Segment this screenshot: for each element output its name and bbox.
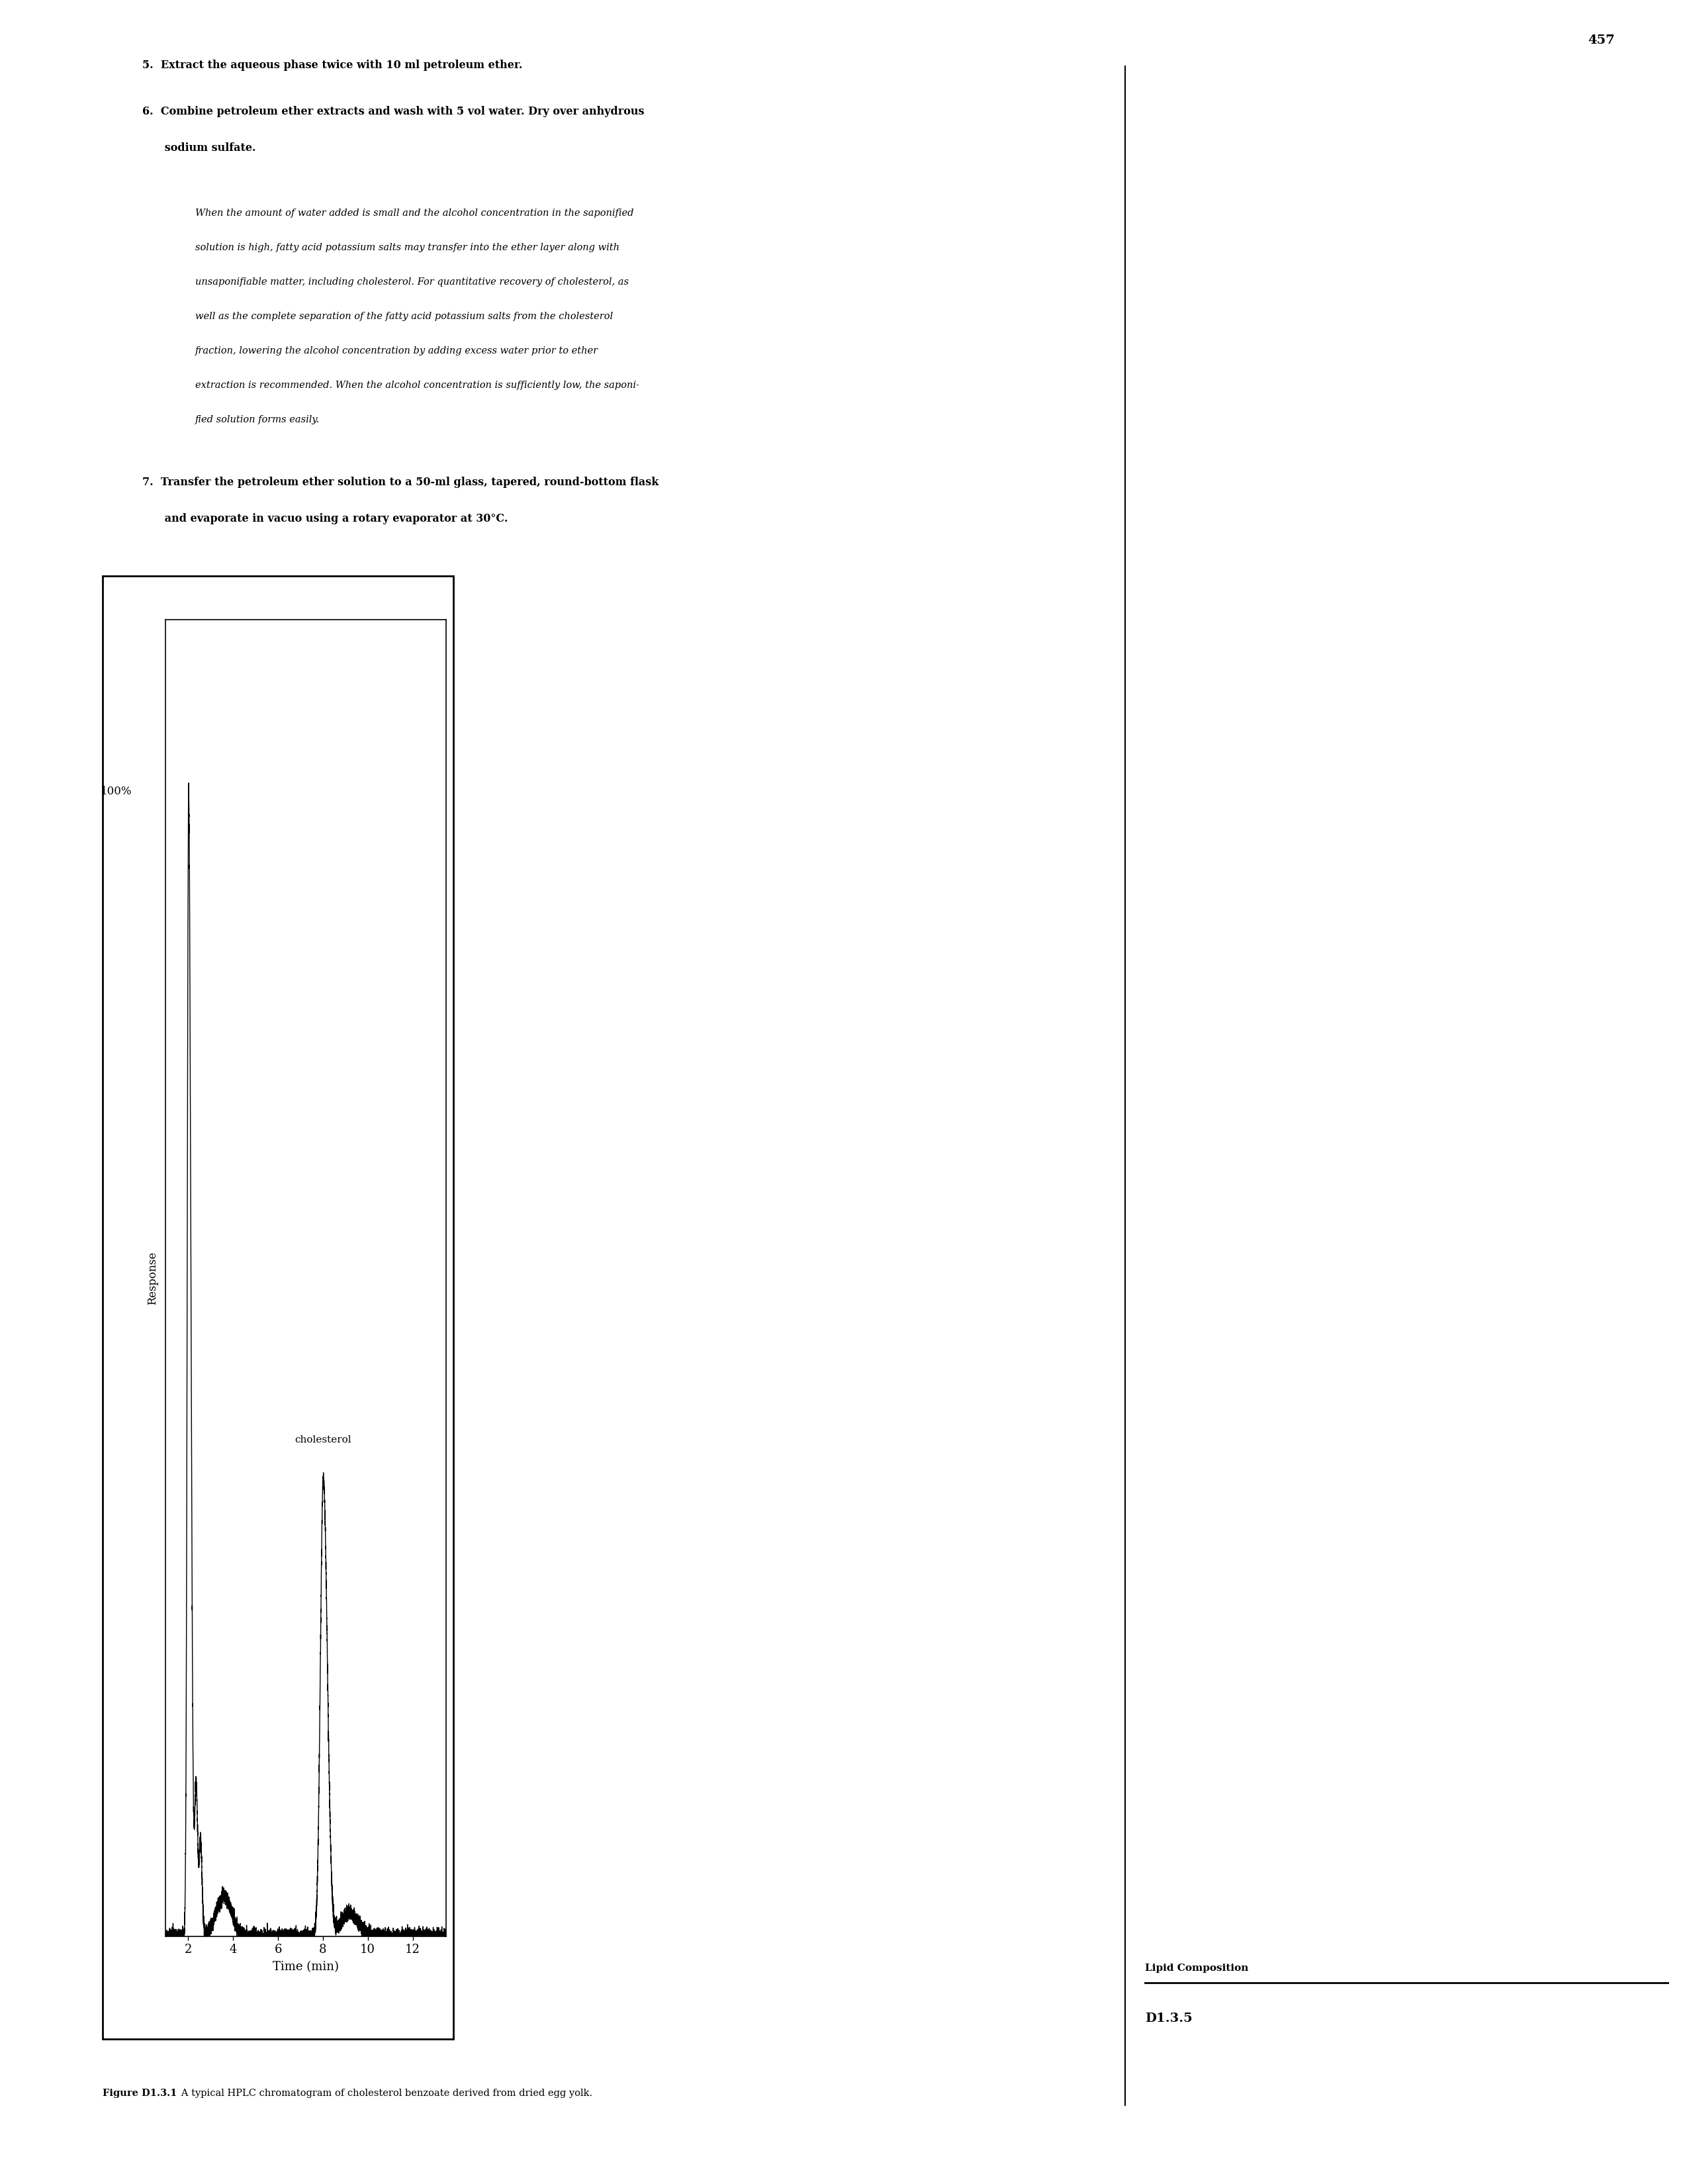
Text: 457: 457 [1588, 35, 1615, 46]
Text: Lipid Composition: Lipid Composition [1145, 1963, 1248, 1972]
Text: and evaporate in vacuo using a rotary evaporator at 30°C.: and evaporate in vacuo using a rotary ev… [142, 513, 508, 524]
Text: unsaponifiable matter, including cholesterol. For quantitative recovery of chole: unsaponifiable matter, including cholest… [196, 277, 628, 286]
Text: extraction is recommended. When the alcohol concentration is sufficiently low, t: extraction is recommended. When the alco… [196, 380, 640, 391]
Text: sodium sulfate.: sodium sulfate. [142, 142, 255, 153]
Text: cholesterol: cholesterol [294, 1435, 351, 1444]
Text: 5.  Extract the aqueous phase twice with 10 ml petroleum ether.: 5. Extract the aqueous phase twice with … [142, 59, 522, 70]
X-axis label: Time (min): Time (min) [274, 1961, 339, 1972]
Text: solution is high, fatty acid potassium salts may transfer into the ether layer a: solution is high, fatty acid potassium s… [196, 242, 620, 251]
Y-axis label: Response: Response [147, 1251, 159, 1304]
Text: When the amount of water added is small and the alcohol concentration in the sap: When the amount of water added is small … [196, 207, 633, 218]
Text: 6.  Combine petroleum ether extracts and wash with 5 vol water. Dry over anhydro: 6. Combine petroleum ether extracts and … [142, 105, 644, 118]
Text: Figure D1.3.1: Figure D1.3.1 [103, 2088, 177, 2099]
Text: D1.3.5: D1.3.5 [1145, 2011, 1192, 2025]
Text: 7.  Transfer the petroleum ether solution to a 50-ml glass, tapered, round-botto: 7. Transfer the petroleum ether solution… [142, 476, 659, 487]
Text: well as the complete separation of the fatty acid potassium salts from the chole: well as the complete separation of the f… [196, 312, 613, 321]
Text: fraction, lowering the alcohol concentration by adding excess water prior to eth: fraction, lowering the alcohol concentra… [196, 347, 598, 356]
Text: fied solution forms easily.: fied solution forms easily. [196, 415, 319, 424]
Text: A typical HPLC chromatogram of cholesterol benzoate derived from dried egg yolk.: A typical HPLC chromatogram of cholester… [172, 2088, 593, 2099]
Text: 100%: 100% [101, 786, 132, 797]
